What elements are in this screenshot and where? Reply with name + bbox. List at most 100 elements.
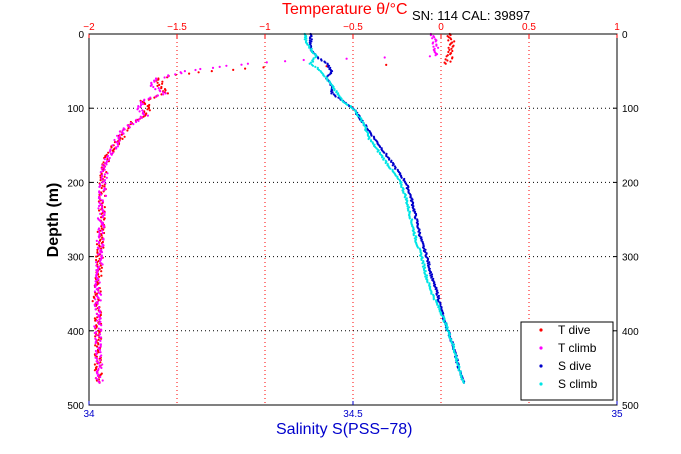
data-point	[100, 186, 103, 190]
data-point	[362, 124, 365, 127]
data-point	[435, 293, 438, 296]
data-point	[102, 210, 105, 213]
data-point	[324, 61, 327, 64]
data-point	[142, 113, 146, 116]
data-point	[326, 79, 329, 82]
data-point	[105, 176, 108, 179]
data-point	[97, 351, 100, 354]
data-point	[98, 318, 101, 321]
data-point	[100, 336, 103, 339]
data-point	[153, 80, 156, 83]
data-point	[397, 177, 400, 181]
data-point	[424, 273, 427, 276]
data-point	[97, 327, 100, 330]
right-tick-label: 400	[622, 327, 639, 338]
data-point	[95, 243, 99, 246]
right-tick-label: 100	[622, 104, 639, 115]
data-point	[100, 216, 103, 219]
top-tick-label: 0	[438, 22, 444, 33]
data-point	[370, 140, 373, 143]
grid-lines	[89, 34, 617, 405]
data-point	[345, 57, 348, 60]
data-point	[110, 146, 113, 149]
data-point	[447, 46, 450, 49]
data-point	[434, 288, 437, 291]
data-point	[159, 90, 162, 93]
data-point	[117, 137, 120, 140]
data-point	[94, 319, 97, 322]
data-point	[302, 58, 305, 62]
data-point	[96, 279, 99, 282]
left-tick-label: 500	[67, 401, 84, 412]
legend-label: S dive	[558, 359, 592, 373]
data-point	[139, 101, 142, 104]
data-point	[95, 338, 98, 341]
data-point	[407, 185, 410, 189]
data-point	[426, 281, 429, 284]
data-point	[445, 325, 448, 328]
data-point	[100, 366, 103, 369]
data-point	[98, 236, 101, 239]
data-point	[116, 134, 119, 137]
data-point	[303, 38, 306, 41]
data-point	[99, 355, 102, 358]
data-point	[437, 300, 440, 303]
data-point	[118, 133, 121, 136]
legend-marker	[539, 328, 543, 332]
data-point	[98, 348, 102, 351]
data-point	[449, 53, 452, 56]
data-point	[141, 109, 144, 112]
data-point	[132, 123, 135, 126]
right-tick-label: 500	[622, 401, 639, 412]
data-point	[194, 68, 197, 72]
data-point	[162, 93, 165, 96]
data-point	[98, 260, 102, 263]
data-point	[102, 189, 105, 192]
data-point	[334, 95, 337, 98]
data-point	[100, 203, 103, 206]
data-point	[94, 298, 97, 301]
data-point	[136, 108, 139, 111]
top-tick-label: −2	[83, 22, 95, 33]
data-point	[105, 163, 108, 166]
data-point	[429, 34, 432, 37]
data-point	[118, 130, 121, 133]
data-point	[428, 55, 431, 58]
data-point	[98, 358, 102, 362]
top-tick-label: −0.5	[343, 22, 363, 33]
data-point	[129, 121, 132, 125]
data-point	[93, 369, 96, 372]
data-point	[93, 363, 96, 366]
data-point	[98, 381, 101, 384]
data-point	[323, 75, 326, 78]
data-point	[95, 255, 98, 258]
data-point	[148, 109, 151, 112]
data-point	[98, 204, 101, 208]
data-point	[97, 362, 100, 365]
data-point	[246, 62, 249, 65]
data-point	[421, 262, 424, 265]
data-point	[180, 72, 183, 75]
data-point	[103, 211, 106, 214]
data-point	[118, 140, 121, 143]
data-point	[97, 307, 100, 310]
data-point	[99, 212, 102, 215]
data-point	[100, 324, 103, 327]
data-point	[102, 238, 105, 241]
data-point	[103, 168, 106, 171]
data-point	[416, 246, 419, 249]
data-point	[113, 138, 116, 142]
data-point	[370, 134, 373, 137]
data-point	[105, 161, 108, 164]
data-point	[102, 166, 106, 169]
data-point	[394, 174, 397, 177]
data-point	[444, 322, 447, 326]
data-point	[460, 378, 463, 381]
data-point	[94, 305, 97, 308]
data-point	[311, 60, 315, 63]
data-point	[146, 114, 149, 117]
data-point	[160, 93, 163, 96]
data-point	[96, 230, 99, 233]
data-point	[135, 120, 138, 124]
data-point	[352, 108, 355, 111]
